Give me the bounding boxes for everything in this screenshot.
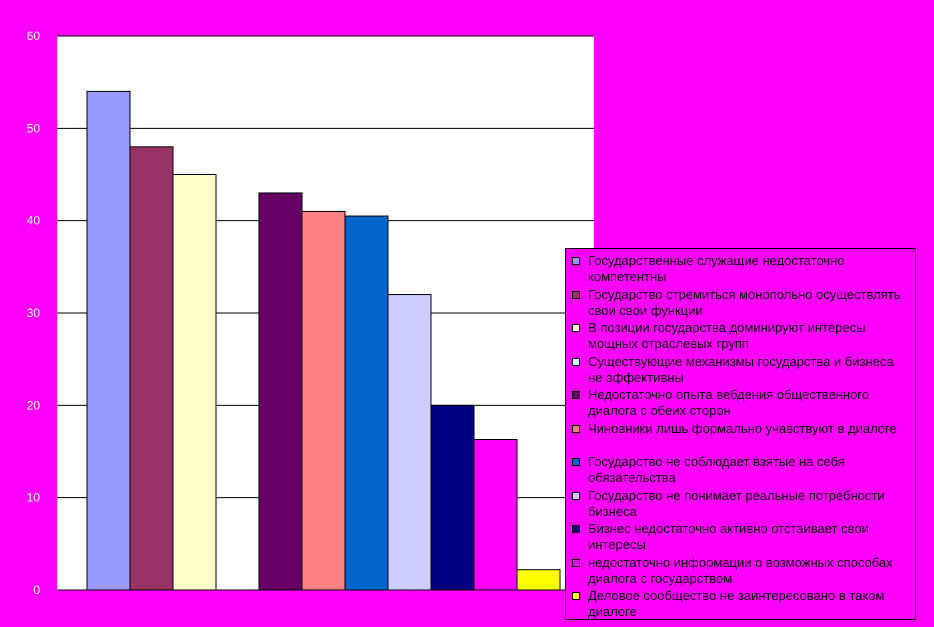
legend-swatch [572, 491, 580, 500]
legend-swatch [572, 257, 580, 265]
legend-swatch [572, 290, 580, 299]
legend-label: Деловое сообщество не заинтересовано в т… [588, 588, 885, 619]
legend-swatch [572, 324, 580, 332]
bars [86, 90, 561, 591]
y-tick-label: 30 [27, 306, 41, 320]
bar [430, 404, 475, 591]
legend-label: Государство не соблюдает взятые на себя … [588, 454, 845, 485]
legend-label: Государство не понимает реальные потребн… [588, 487, 885, 519]
legend-swatch [572, 558, 580, 567]
legend-label: Государство стремиться монопольно осущес… [588, 286, 901, 318]
legend-label: Недостаточно опыта вебдения общественног… [588, 387, 869, 418]
bar [516, 569, 561, 591]
y-tick-label: 40 [27, 214, 41, 228]
bar [301, 210, 346, 591]
legend-label: Чиновники лишь формально учавствуют в ди… [588, 420, 897, 436]
legend: Государственные служащие недостаточно ко… [565, 248, 916, 620]
y-tick-label: 0 [33, 583, 40, 597]
legend-swatch [572, 525, 580, 533]
bar [129, 146, 174, 591]
legend-label: Государственные служащие недостаточно ко… [588, 253, 845, 284]
bar [86, 90, 131, 591]
y-axis-ticks: 0 10 20 30 40 50 60 [27, 29, 41, 597]
legend-label: Существующие механизмы государства и биз… [588, 353, 894, 385]
bar [172, 174, 217, 591]
legend-swatch [572, 424, 580, 433]
bar [473, 438, 518, 591]
legend-swatch [572, 357, 580, 366]
bar [258, 192, 303, 591]
legend-swatch [572, 391, 580, 399]
legend-label: В позиции государства доминируют интерес… [588, 320, 866, 351]
bar [344, 215, 389, 591]
legend-swatch [572, 458, 580, 466]
legend-label: недостаточно информации о возможных спос… [588, 554, 893, 586]
y-tick-label: 10 [27, 491, 41, 505]
bar [387, 294, 432, 591]
y-tick-label: 20 [27, 398, 41, 412]
legend-swatch [572, 592, 580, 600]
y-tick-label: 60 [27, 29, 41, 43]
legend-label: Бизнес недостаточно активно отстаивает с… [588, 521, 869, 552]
y-tick-label: 50 [27, 121, 41, 135]
